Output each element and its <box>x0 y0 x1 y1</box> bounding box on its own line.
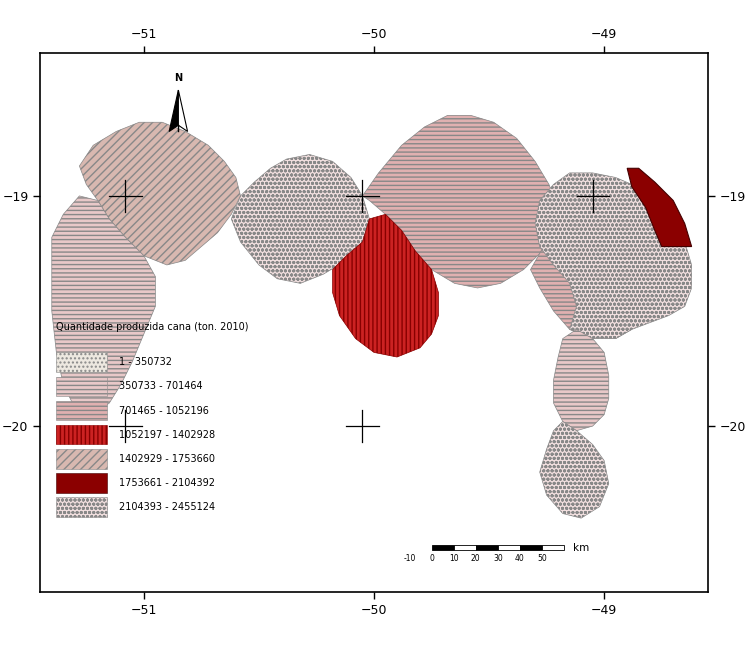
Text: 1 - 350732: 1 - 350732 <box>118 357 171 367</box>
Text: 40: 40 <box>515 554 525 563</box>
Bar <box>56 352 107 372</box>
Polygon shape <box>52 196 156 415</box>
Polygon shape <box>540 421 609 518</box>
Polygon shape <box>535 173 692 339</box>
Bar <box>498 545 520 550</box>
Bar <box>56 377 107 396</box>
Text: 10: 10 <box>449 554 459 563</box>
Text: -10: -10 <box>403 554 416 563</box>
Polygon shape <box>363 115 558 288</box>
Polygon shape <box>169 90 178 132</box>
Text: 30: 30 <box>493 554 503 563</box>
Text: 701465 - 1052196: 701465 - 1052196 <box>118 406 209 415</box>
Polygon shape <box>178 90 188 132</box>
Text: 1753661 - 2104392: 1753661 - 2104392 <box>118 478 215 488</box>
Text: 50: 50 <box>537 554 547 563</box>
Text: 2104393 - 2455124: 2104393 - 2455124 <box>118 502 215 512</box>
Bar <box>56 497 107 517</box>
Text: 1402929 - 1753660: 1402929 - 1753660 <box>118 454 215 464</box>
Text: 0: 0 <box>429 554 434 563</box>
Bar <box>56 449 107 469</box>
Bar <box>432 545 453 550</box>
Bar <box>476 545 498 550</box>
Polygon shape <box>627 168 692 246</box>
Text: km: km <box>573 543 589 553</box>
Polygon shape <box>231 155 370 283</box>
Text: 20: 20 <box>471 554 480 563</box>
Text: Quantidade produzida cana (ton. 2010): Quantidade produzida cana (ton. 2010) <box>56 322 249 333</box>
Polygon shape <box>333 214 438 357</box>
Text: N: N <box>174 73 183 83</box>
Polygon shape <box>79 123 241 265</box>
Bar <box>520 545 542 550</box>
Bar <box>56 473 107 493</box>
Text: 1052197 - 1402928: 1052197 - 1402928 <box>118 430 215 440</box>
Polygon shape <box>530 208 639 339</box>
Bar <box>56 401 107 421</box>
Bar <box>453 545 476 550</box>
Text: 350733 - 701464: 350733 - 701464 <box>118 381 202 392</box>
Bar <box>56 425 107 444</box>
Bar <box>542 545 564 550</box>
Polygon shape <box>554 330 609 431</box>
